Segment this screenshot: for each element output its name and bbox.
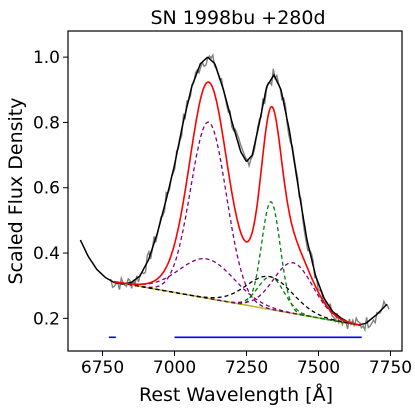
x-tick-label-0: 6750 bbox=[81, 358, 124, 378]
y-tick-label-4: 1.0 bbox=[33, 48, 60, 68]
component-line-6 bbox=[114, 275, 362, 327]
component-line-5 bbox=[114, 262, 362, 326]
x-tick-label-1: 7000 bbox=[153, 358, 196, 378]
component-line-1 bbox=[114, 121, 362, 327]
smoothed-spectrum-line bbox=[79, 56, 388, 326]
series-layer bbox=[79, 53, 390, 339]
y-tick-label-2: 0.6 bbox=[33, 179, 60, 199]
y-tick-label-0: 0.2 bbox=[33, 309, 60, 329]
total-fit-line bbox=[113, 81, 362, 327]
x-axis: 6750 7000 7250 7500 7750 bbox=[81, 351, 412, 378]
y-tick-label-3: 0.8 bbox=[33, 113, 60, 133]
plot-frame bbox=[67, 30, 403, 352]
x-tick-label-3: 7500 bbox=[297, 358, 340, 378]
component-line-2 bbox=[114, 258, 362, 327]
y-tick-label-1: 0.4 bbox=[33, 244, 60, 264]
plot-area bbox=[79, 53, 390, 339]
x-axis-label: Rest Wavelength [Å] bbox=[139, 383, 333, 406]
component-line-3 bbox=[114, 201, 362, 327]
raw-spectrum-line bbox=[109, 53, 390, 333]
chart-title: SN 1998bu +280d bbox=[150, 7, 325, 29]
y-axis: 0.2 0.4 0.6 0.8 1.0 bbox=[33, 48, 68, 329]
y-axis-label: Scaled Flux Density bbox=[5, 98, 27, 285]
x-tick-label-4: 7750 bbox=[369, 358, 412, 378]
x-tick-label-2: 7250 bbox=[225, 358, 268, 378]
